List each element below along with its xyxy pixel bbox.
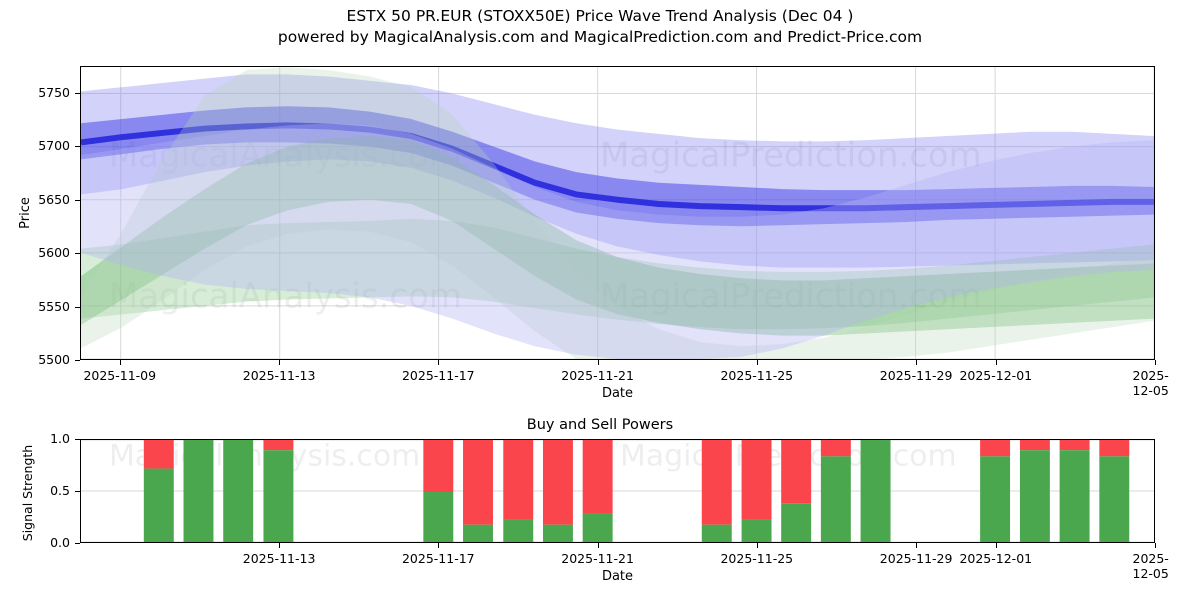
signal-y-tick-mark: [75, 439, 80, 441]
signal-y-tick-label: 1.0: [50, 431, 70, 446]
chart-title-block: ESTX 50 PR.EUR (STOXX50E) Price Wave Tre…: [0, 6, 1200, 48]
signal-x-tick-mark: [597, 543, 599, 548]
price-x-tick-label: 2025-11-17: [401, 368, 475, 383]
price-y-tick-label: 5750: [38, 84, 70, 100]
price-x-tick-mark: [279, 360, 281, 365]
price-y-tick-mark: [75, 360, 80, 362]
signal-x-tick-label: 2025-12-01: [959, 551, 1033, 566]
signal-x-tick-mark: [995, 543, 997, 548]
signal-x-tick-label: 2025-11-13: [242, 551, 316, 566]
price-x-tick-label: 2025-11-13: [242, 368, 316, 383]
price-x-tick-mark: [119, 360, 121, 365]
price-wave-svg: MagicalAnalysis.com MagicalPrediction.com…: [81, 67, 1154, 359]
price-x-tick-label: 2025-11-09: [83, 368, 157, 383]
price-axis-x-label: Date: [601, 386, 634, 401]
price-x-tick-mark: [916, 360, 918, 365]
price-x-tick-mark: [597, 360, 599, 365]
price-x-tick-label: 2025-12-01: [959, 368, 1033, 383]
price-x-tick-mark: [1155, 360, 1157, 365]
price-x-tick-label: 2025-11-25: [720, 368, 794, 383]
signal-y-tick-label: 0.0: [50, 535, 70, 550]
page-title: ESTX 50 PR.EUR (STOXX50E) Price Wave Tre…: [346, 7, 854, 25]
price-y-tick-label: 5600: [38, 245, 70, 261]
svg-text:MagicalPrediction.com: MagicalPrediction.com: [600, 135, 982, 174]
price-y-tick-label: 5500: [38, 352, 70, 367]
price-y-tick-label: 5700: [38, 138, 70, 154]
price-x-tick-label: 2025-11-29: [879, 368, 953, 383]
signal-axis-x-label: Date: [601, 569, 634, 584]
price-y-tick-mark: [75, 92, 80, 94]
signal-panel-title: Buy and Sell Powers: [526, 417, 674, 433]
signal-x-tick-mark: [756, 543, 758, 548]
signal-x-tick-label: 2025-11-21: [561, 551, 634, 566]
svg-text:MagicalPrediction.com: MagicalPrediction.com: [600, 276, 982, 315]
signal-x-tick-label: 2025-11-25: [720, 551, 794, 566]
price-y-tick-mark: [75, 146, 80, 148]
price-x-tick-label: 2025-11-21: [561, 368, 634, 383]
signal-y-tick-mark: [75, 543, 80, 545]
signal-y-tick-label: 0.5: [50, 483, 70, 498]
signal-x-tick-mark: [916, 543, 918, 548]
signal-x-tick-mark: [279, 543, 281, 548]
signal-x-tick-label: 2025-12-05: [1132, 551, 1169, 581]
price-y-tick-mark: [75, 306, 80, 308]
signal-x-tick-mark: [1155, 543, 1157, 548]
price-y-tick-mark: [75, 199, 80, 201]
signal-x-tick-label: 2025-11-17: [401, 551, 475, 566]
price-y-tick-mark: [75, 253, 80, 255]
signal-x-tick-label: 2025-11-29: [879, 551, 953, 566]
price-y-tick-label: 5650: [38, 191, 70, 207]
signal-y-tick-mark: [75, 491, 80, 493]
price-x-tick-label: 2025-12-05: [1132, 368, 1169, 398]
price-wave-plot: MagicalAnalysis.com MagicalPrediction.com…: [80, 66, 1155, 360]
price-axis-y-label: Price: [18, 197, 33, 229]
signal-x-tick-mark: [438, 543, 440, 548]
price-x-tick-mark: [995, 360, 997, 365]
svg-text:MagicalAnalysis.com: MagicalAnalysis.com: [109, 276, 462, 315]
price-y-tick-label: 5550: [38, 298, 70, 314]
page-subtitle: powered by MagicalAnalysis.com and Magic…: [277, 28, 923, 46]
price-x-tick-mark: [438, 360, 440, 365]
price-x-tick-mark: [756, 360, 758, 365]
